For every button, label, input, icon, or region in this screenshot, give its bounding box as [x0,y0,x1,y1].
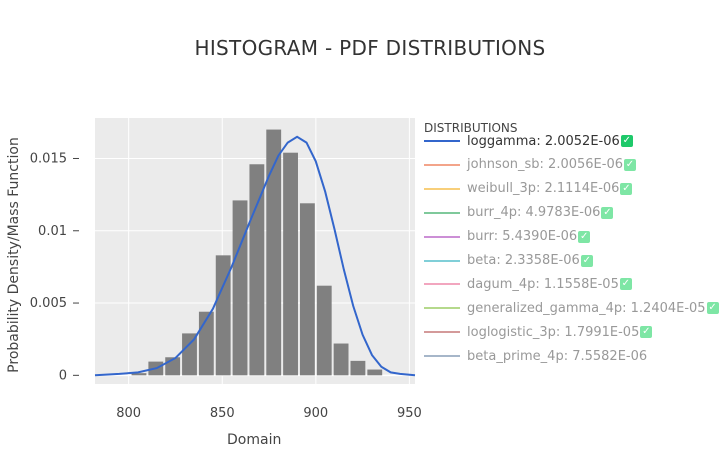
x-tick-label: 950 [397,406,422,421]
legend-item[interactable]: burr_4p: 4.9783E-06 ✓ [424,203,614,223]
legend-label: beta_prime_4p: 7.5582E-06 [467,348,648,364]
y-axis-label: Probability Density/Mass Function [6,137,22,373]
histogram-bar[interactable] [266,129,282,376]
checkmark-icon: ✓ [620,182,633,195]
legend-swatch [424,235,460,238]
histogram-bar[interactable] [249,164,265,376]
y-axis-ticks: 0 0.005 0.01 0.015 [30,151,79,383]
legend-item[interactable]: burr: 5.4390E-06 ✓ [424,227,591,247]
histogram-bar[interactable] [232,200,248,376]
legend-item[interactable]: beta_prime_4p: 7.5582E-06 [424,346,647,366]
x-tick-label: 800 [116,406,141,421]
checkmark-icon: ✓ [640,326,653,339]
y-tick-label: 0.01 [38,224,67,239]
histogram-bar[interactable] [350,360,366,376]
histogram-bar[interactable] [333,343,349,376]
histogram-bar[interactable] [299,203,315,376]
histogram-bar[interactable] [182,333,197,376]
x-tick-label: 900 [303,406,328,421]
legend-title: DISTRIBUTIONS [424,121,518,135]
legend-item[interactable]: beta: 2.3358E-06 ✓ [424,251,593,271]
legend-swatch [424,283,460,286]
legend-item[interactable]: loglogistic_3p: 1.7991E-05 ✓ [424,322,653,342]
y-tick-label: 0 [59,368,67,383]
legend-label: burr_4p: 4.9783E-06 [467,205,601,221]
checkmark-icon: ✓ [580,254,593,267]
legend-swatch [424,355,460,358]
checkmark-icon: ✓ [619,278,632,291]
checkmark-icon: ✓ [601,206,614,219]
legend-swatch [424,140,460,142]
legend-swatch [424,187,460,190]
checkmark-icon: ✓ [620,135,633,147]
checkmark-icon: ✓ [623,158,636,171]
histogram-bar[interactable] [198,311,214,376]
checkmark-icon: ✓ [578,230,591,243]
x-tick-label: 850 [210,406,235,421]
legend-label: weibull_3p: 2.1114E-06 [467,181,620,197]
legend-label: loggamma: 2.0052E-06 [467,133,620,149]
legend-swatch [424,331,460,334]
legend-label: johnson_sb: 2.0056E-06 [467,157,623,173]
histogram-bar[interactable] [367,369,383,376]
legend-item[interactable]: loggamma: 2.0052E-06 ✓ [424,131,633,151]
legend-item[interactable]: generalized_gamma_4p: 1.2404E-05 ✓ [424,298,719,318]
legend-swatch [424,259,460,262]
legend-label: beta: 2.3358E-06 [467,253,580,268]
legend-swatch [424,307,460,310]
histogram-bar[interactable] [215,255,231,376]
checkmark-icon: ✓ [706,302,719,315]
chart-title: HISTOGRAM - PDF DISTRIBUTIONS [194,36,546,60]
histogram-bar[interactable] [316,285,332,376]
histogram-bar[interactable] [283,152,298,376]
legend-label: loglogistic_3p: 1.7991E-05 [467,324,640,340]
y-tick-label: 0.005 [30,296,67,311]
legend-item[interactable]: weibull_3p: 2.1114E-06 ✓ [424,179,633,199]
histogram-bars [131,129,383,376]
y-tick-label: 0.015 [30,151,67,166]
histogram-bar[interactable] [131,373,147,376]
legend-swatch [424,163,460,166]
x-axis-ticks: 800 850 900 950 [116,406,422,421]
legend: DISTRIBUTIONS loggamma: 2.0052E-06 ✓ johns… [424,121,719,364]
legend-label: burr: 5.4390E-06 [467,229,578,245]
legend-label: dagum_4p: 1.1558E-05 [467,276,619,292]
legend-item[interactable]: dagum_4p: 1.1558E-05 ✓ [424,274,632,294]
legend-label: generalized_gamma_4p: 1.2404E-05 [467,300,706,316]
legend-swatch [424,211,460,214]
legend-item[interactable]: johnson_sb: 2.0056E-06 ✓ [424,155,636,175]
pdf-curve-loggamma[interactable] [94,135,416,377]
